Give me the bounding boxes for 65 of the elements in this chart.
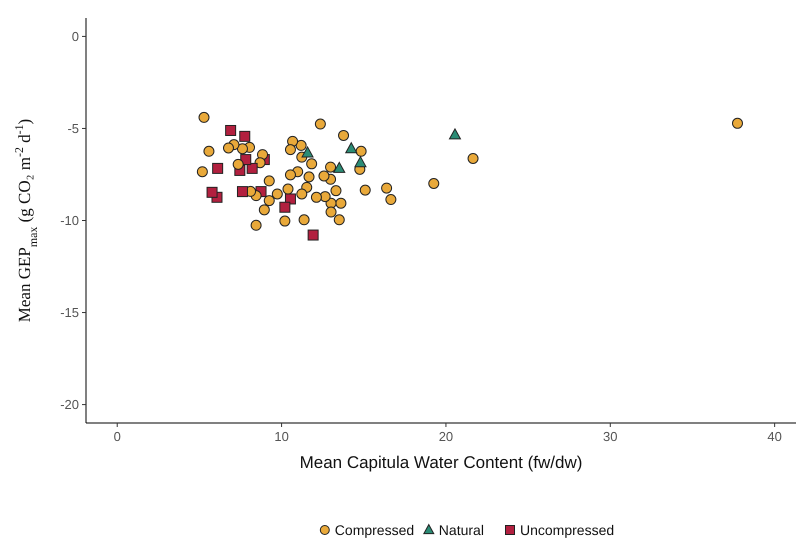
point	[206, 186, 218, 198]
point	[308, 230, 319, 241]
point	[356, 146, 367, 157]
point	[236, 143, 248, 154]
point	[360, 184, 371, 196]
point	[240, 154, 252, 166]
legend-label: Compressed	[334, 522, 414, 538]
point	[310, 192, 322, 203]
point	[318, 170, 330, 182]
point	[326, 206, 337, 218]
y-tick-label: 0	[72, 28, 79, 44]
point	[203, 146, 214, 157]
point	[334, 214, 345, 226]
point	[279, 216, 290, 227]
point	[428, 178, 440, 189]
point	[306, 158, 318, 170]
point	[264, 195, 275, 206]
point	[282, 184, 294, 195]
point	[385, 194, 396, 206]
point	[296, 188, 308, 200]
point	[272, 188, 283, 200]
point	[212, 162, 224, 174]
point	[330, 185, 342, 196]
point	[302, 146, 314, 158]
point	[198, 112, 210, 123]
point	[314, 118, 326, 130]
point	[335, 198, 346, 209]
y-tick-label: -20	[60, 397, 79, 412]
point	[284, 169, 296, 180]
y-tick-label: -10	[60, 213, 79, 228]
point	[354, 156, 366, 168]
point	[225, 124, 236, 136]
point	[345, 142, 358, 154]
legend-label: Natural	[438, 522, 484, 538]
legend-label: Uncompressed	[520, 522, 614, 538]
y-tick-label: -15	[60, 305, 79, 320]
point	[246, 162, 258, 174]
point	[279, 202, 290, 213]
point	[468, 152, 479, 164]
point	[196, 166, 208, 178]
point	[732, 118, 743, 129]
x-tick-label: 40	[767, 429, 782, 444]
point	[264, 175, 275, 186]
point	[239, 130, 250, 142]
point	[222, 142, 234, 154]
x-axis-title: Mean Capitula Water Content (fw/dw)	[300, 453, 582, 472]
point	[298, 214, 310, 226]
point	[232, 158, 244, 170]
point	[236, 186, 248, 198]
x-tick-label: 10	[274, 429, 289, 444]
point	[250, 220, 262, 231]
point	[296, 140, 307, 151]
x-tick-label: 0	[114, 429, 121, 444]
point	[325, 162, 336, 173]
y-tick-label: -5	[67, 121, 79, 136]
point	[338, 130, 350, 141]
x-tick-label: 30	[603, 429, 618, 444]
point	[333, 162, 346, 173]
point	[381, 182, 392, 194]
point	[284, 144, 296, 156]
point	[254, 157, 266, 168]
point	[448, 128, 461, 140]
point	[304, 171, 315, 182]
x-tick-label: 20	[438, 429, 454, 444]
point	[258, 204, 270, 216]
